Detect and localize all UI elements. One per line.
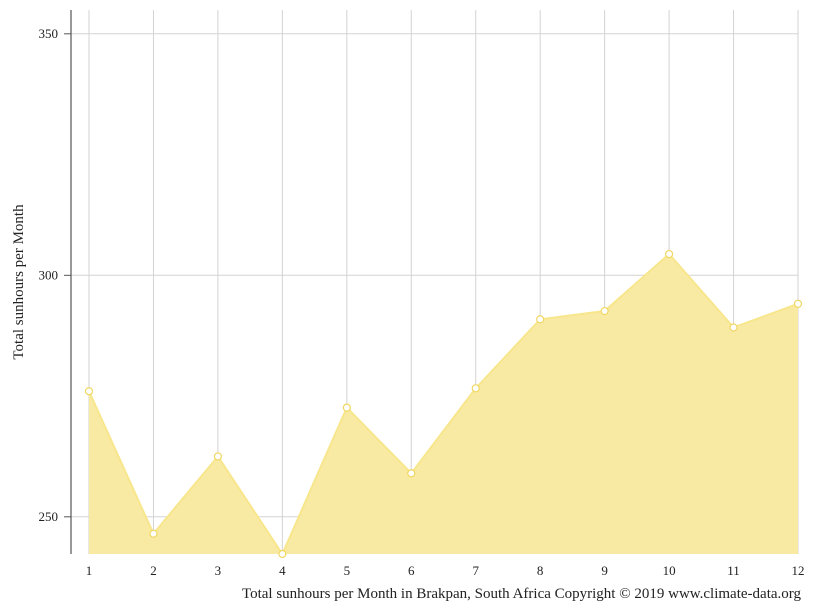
data-point-2[interactable] [149, 529, 158, 538]
series-area-fill [89, 254, 798, 554]
y-tick-label: 300 [39, 267, 59, 282]
x-axis-ticks: 1 2 3 4 5 6 7 8 9 10 11 12 [86, 563, 805, 578]
x-tick-label: 4 [279, 563, 286, 578]
x-tick-label: 12 [792, 563, 805, 578]
data-point-7[interactable] [471, 384, 480, 393]
x-tick-label: 7 [472, 563, 479, 578]
y-axis-ticks: 250 300 350 [39, 26, 71, 524]
data-point-3[interactable] [213, 452, 223, 461]
series-line [88, 252, 799, 557]
data-point-12[interactable] [793, 299, 803, 308]
x-tick-label: 11 [727, 563, 740, 578]
x-tick-label: 5 [344, 563, 351, 578]
x-tick-label: 9 [601, 563, 608, 578]
y-tick-label: 250 [39, 509, 59, 524]
data-points [84, 249, 803, 559]
data-point-9[interactable] [600, 306, 609, 316]
data-point-1[interactable] [84, 387, 94, 396]
x-tick-label: 2 [150, 563, 157, 578]
x-tick-label: 1 [86, 563, 93, 578]
data-point-6[interactable] [407, 469, 416, 478]
x-tick-label: 8 [537, 563, 544, 578]
data-point-5[interactable] [342, 403, 351, 412]
data-point-11[interactable] [729, 323, 738, 332]
data-point-8[interactable] [536, 315, 545, 324]
x-tick-label: 3 [215, 563, 222, 578]
chart-caption: Total sunhours per Month in Brakpan, Sou… [242, 586, 802, 602]
x-tick-label: 10 [663, 563, 676, 578]
x-tick-label: 6 [408, 563, 415, 578]
data-point-4[interactable] [278, 549, 287, 559]
y-axis-title: Total sunhours per Month [11, 204, 27, 360]
y-tick-label: 350 [39, 26, 59, 41]
data-point-10[interactable] [664, 249, 674, 259]
